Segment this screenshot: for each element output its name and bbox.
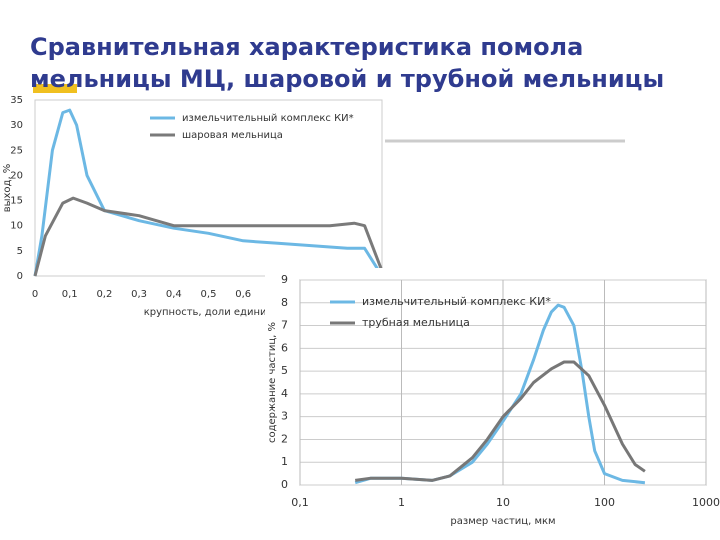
y-tick-label: 10: [10, 221, 23, 232]
chart-background: [265, 268, 720, 540]
y-tick-label: 35: [10, 95, 23, 106]
x-tick-label: 0,2: [96, 289, 112, 300]
accent: [33, 84, 77, 93]
y-tick-label: 9: [281, 273, 288, 286]
x-tick-label: 0,4: [166, 289, 182, 300]
legend-label: трубная мельница: [362, 316, 470, 329]
legend-label: шаровая мельница: [182, 130, 283, 141]
plot-frame: [34, 99, 383, 277]
y-tick-label: 3: [281, 410, 288, 423]
y-tick-label: 4: [281, 387, 288, 400]
y-tick-label: 8: [281, 296, 288, 309]
y-tick-label: 30: [10, 120, 23, 131]
y-tick-label: 6: [281, 341, 288, 354]
x-tick-label: 0,6: [235, 289, 251, 300]
x-tick-label: 0,3: [131, 289, 147, 300]
x-axis-label: размер частиц, мкм: [450, 516, 555, 527]
slide-title: мельницы МЦ, шаровой и трубной мельницы: [30, 65, 664, 93]
legend-label: измельчительный комплекс КИ*: [182, 113, 354, 124]
series-line: [33, 108, 384, 277]
y-tick-label: 0: [281, 478, 288, 491]
y-tick-label: 20: [10, 170, 23, 181]
y-axis-label: выход, %: [2, 164, 13, 213]
x-tick-label: 0: [32, 289, 38, 300]
x-tick-label: 0,1: [62, 289, 78, 300]
series-line: [33, 196, 384, 277]
y-tick-label: 5: [17, 246, 23, 257]
y-tick-label: 0: [17, 271, 23, 282]
y-tick-label: 5: [281, 364, 288, 377]
x-tick-label: 1: [398, 496, 405, 509]
y-tick-label: 2: [281, 432, 288, 445]
x-tick-label: 0,5: [201, 289, 217, 300]
y-tick-label: 25: [10, 145, 23, 156]
x-tick-label: 0,1: [291, 496, 309, 509]
slide-title: Сравнительная характеристика помола: [30, 33, 583, 61]
x-tick-label: 10: [496, 496, 510, 509]
x-tick-label: 100: [594, 496, 615, 509]
x-axis-label: крупность, доли единиц: [144, 307, 274, 318]
y-axis-label: содержание частиц, %: [267, 322, 278, 443]
legend-label: измельчительный комплекс КИ*: [362, 295, 551, 308]
series-line: [354, 360, 646, 482]
x-tick-label: 1000: [692, 496, 720, 509]
y-tick-label: 1: [281, 455, 288, 468]
y-tick-label: 7: [281, 319, 288, 332]
y-tick-label: 15: [10, 196, 23, 207]
